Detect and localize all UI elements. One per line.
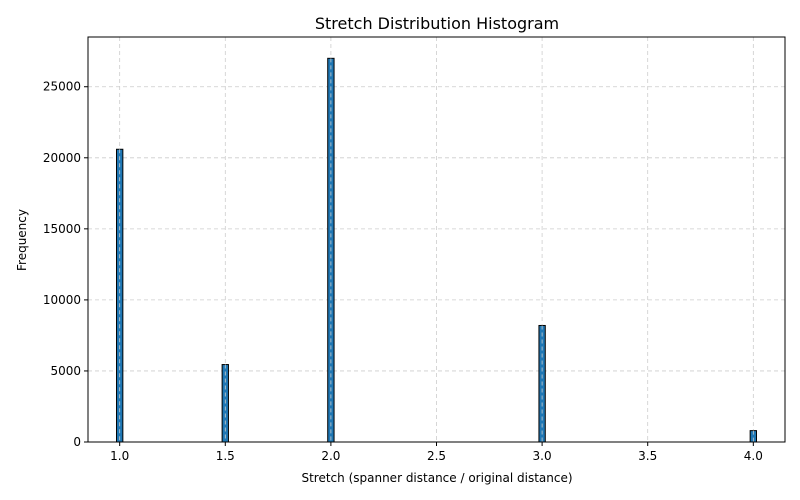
x-tick-label: 2.5 <box>427 449 446 463</box>
y-tick-label: 0 <box>73 435 81 449</box>
y-tick-label: 20000 <box>43 151 81 165</box>
y-axis-label: Frequency <box>15 209 29 271</box>
y-tick-label: 25000 <box>43 80 81 94</box>
x-tick-label: 1.0 <box>110 449 129 463</box>
grid-layer <box>88 37 785 443</box>
y-tick-label: 10000 <box>43 293 81 307</box>
y-tick-label: 15000 <box>43 222 81 236</box>
y-tick-label: 5000 <box>50 364 81 378</box>
ticks-layer: 1.0 1.5 2.0 2.5 3.0 3.5 4.0 0 5000 10000 15000 2000… <box>43 80 763 463</box>
x-tick-label: 2.0 <box>321 449 340 463</box>
x-axis-label: Stretch (spanner distance / original dis… <box>301 471 572 485</box>
x-tick-label: 4.0 <box>744 449 763 463</box>
x-tick-label: 3.0 <box>533 449 552 463</box>
x-tick-label: 1.5 <box>216 449 235 463</box>
chart-title: Stretch Distribution Histogram <box>315 14 559 33</box>
x-tick-label: 3.5 <box>638 449 657 463</box>
